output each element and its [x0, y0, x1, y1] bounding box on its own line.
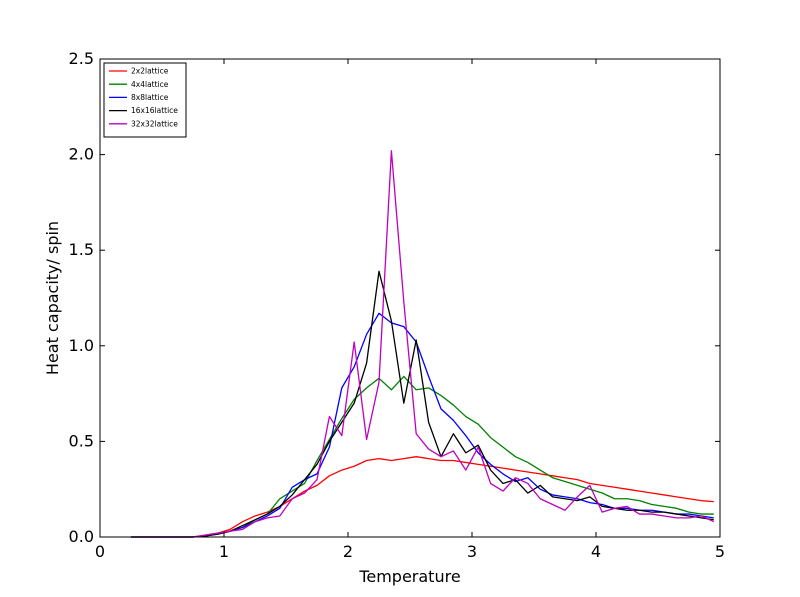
legend-label: 2x2lattice: [131, 67, 169, 76]
x-axis-label: Temperature: [358, 567, 460, 586]
plot-lines: [131, 150, 715, 538]
y-tick-label: 1.0: [69, 336, 94, 355]
series-line-2x2lattice: [131, 456, 714, 538]
legend-label: 8x8lattice: [131, 93, 169, 102]
x-tick-label: 1: [219, 542, 229, 561]
x-tick-label: 2: [343, 542, 353, 561]
y-tick-label: 0.5: [69, 431, 94, 450]
legend: 2x2lattice 4x4lattice 8x8lattice 16x16latti…: [103, 62, 187, 138]
series-line-32x32lattice: [131, 150, 715, 538]
x-tick-label: 4: [591, 542, 601, 561]
y-tick-label: 1.5: [69, 240, 94, 259]
x-tick-label: 5: [715, 542, 725, 561]
x-tick-label: 0: [95, 542, 105, 561]
x-tick-label: 3: [467, 542, 477, 561]
plot-frame: [99, 58, 721, 538]
y-tick-label: 2.5: [69, 49, 94, 68]
legend-box: [103, 62, 187, 138]
legend-label: 4x4lattice: [131, 80, 169, 89]
legend-label: 16x16lattice: [131, 106, 178, 115]
legend-label: 32x32lattice: [131, 119, 178, 128]
y-tick-label: 2.0: [69, 145, 94, 164]
axis-ticks: 0 1 2 3 4 5 0.0 0.5 1.0 1.5 2.0 2.5: [69, 49, 726, 561]
y-axis-label: Heat capacity/ spin: [43, 221, 62, 375]
y-tick-label: 0.0: [69, 527, 94, 546]
